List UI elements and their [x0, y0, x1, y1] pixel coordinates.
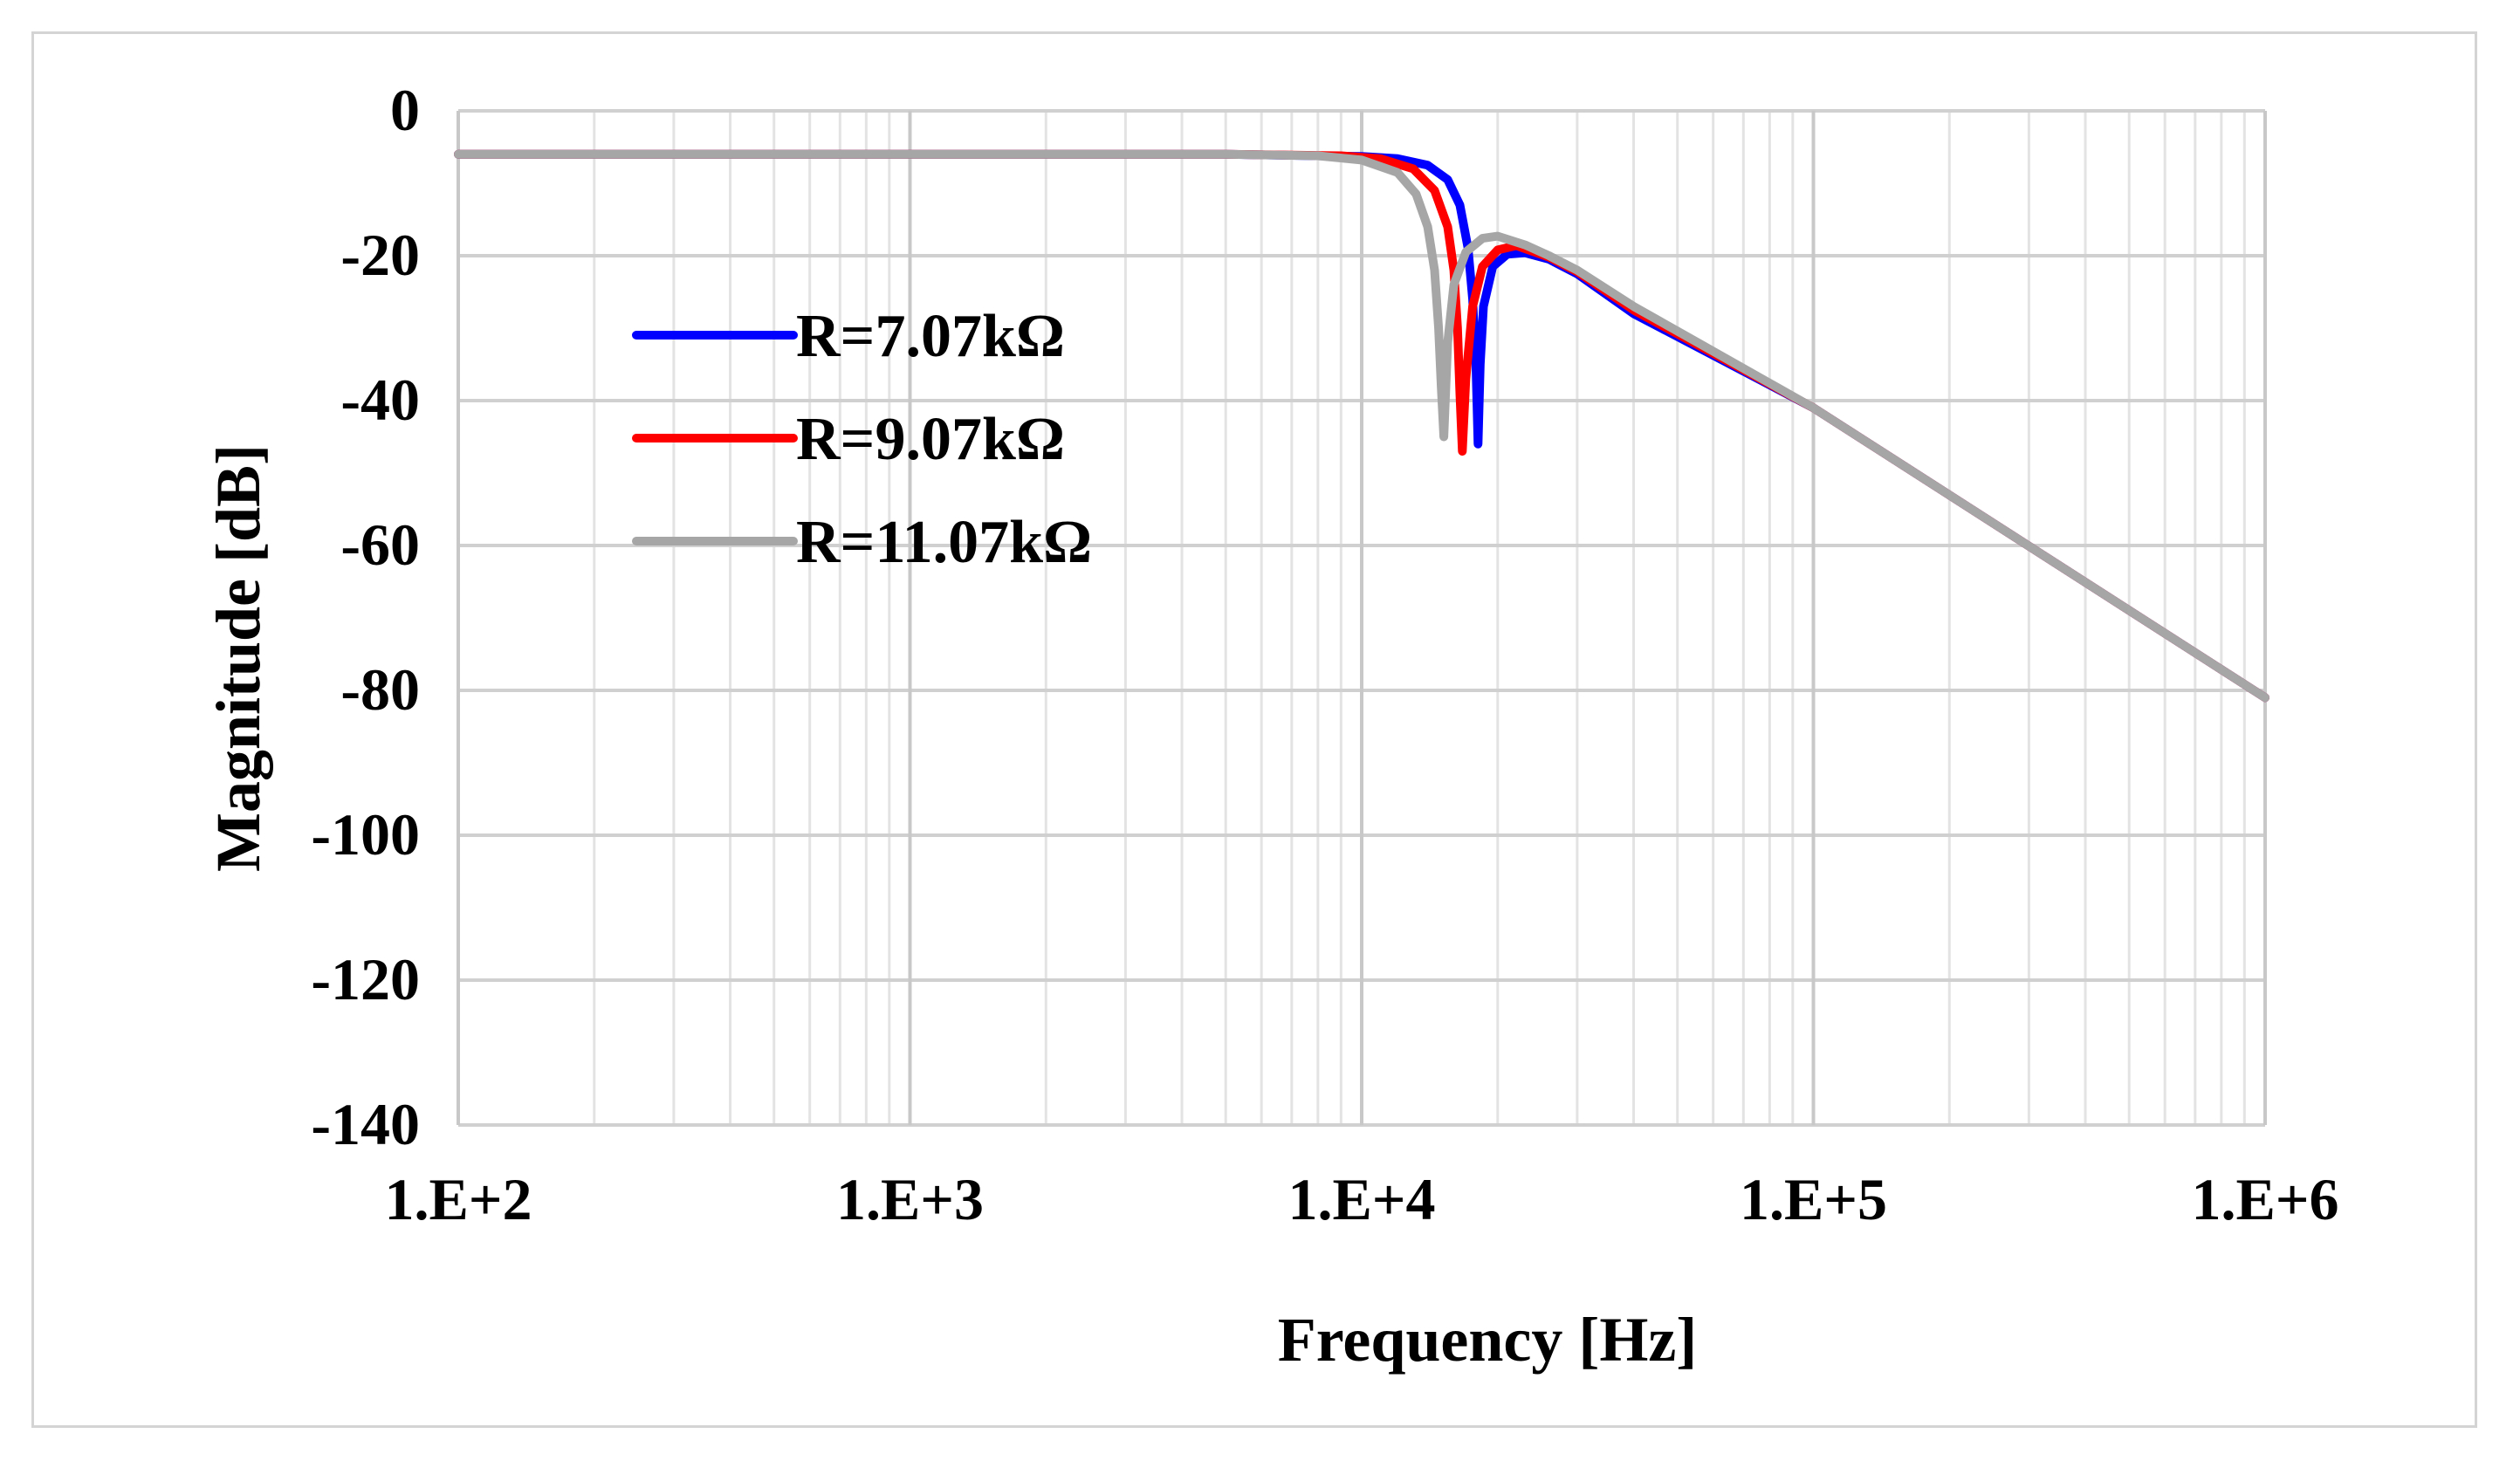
- legend-label: R=9.07kΩ: [796, 406, 1065, 473]
- x-tick-label: 1.E+6: [2191, 1166, 2338, 1232]
- x-axis-ticks: 1.E+2 1.E+3 1.E+4 1.E+5 1.E+6: [384, 1166, 2338, 1232]
- y-tick-label: -40: [340, 367, 420, 433]
- x-tick-label: 1.E+3: [836, 1166, 984, 1232]
- x-axis-title: Frequency [Hz]: [1278, 1305, 1698, 1375]
- series-line-3: [454, 149, 2269, 703]
- major-gridlines: [457, 109, 2267, 1127]
- y-tick-label: -80: [340, 656, 420, 723]
- x-tick-label: 1.E+2: [384, 1166, 532, 1232]
- x-tick-label: 1.E+5: [1740, 1166, 1887, 1232]
- y-tick-label: -140: [311, 1091, 420, 1157]
- y-axis-ticks: 0 -20 -40 -60 -80 -100 -120 -140: [311, 77, 420, 1157]
- series-layer: [454, 149, 2269, 703]
- legend-label: R=11.07kΩ: [796, 509, 1092, 576]
- y-tick-label: -20: [340, 222, 420, 288]
- y-tick-label: -100: [311, 801, 420, 868]
- chart-frame: 0 -20 -40 -60 -80 -100 -120 -140 1.E+2 1.E+3 1.E+…: [31, 31, 2477, 1428]
- y-tick-label: 0: [390, 77, 420, 143]
- minor-gridlines: [593, 111, 2246, 1125]
- frequency-response-chart: 0-20-40-60-80-100-120-140 1.E+2 1.E+3 1.E+…: [203, 77, 2339, 1375]
- legend-label: R=7.07kΩ: [796, 303, 1065, 370]
- y-tick-label: -60: [340, 511, 420, 578]
- legend: R=7.07kΩ R=9.07kΩ R=11.07kΩ: [632, 303, 1092, 576]
- y-tick-label: -120: [311, 946, 420, 1012]
- y-axis-title: Magnitude [dB]: [203, 444, 273, 872]
- x-tick-label: 1.E+4: [1287, 1166, 1435, 1232]
